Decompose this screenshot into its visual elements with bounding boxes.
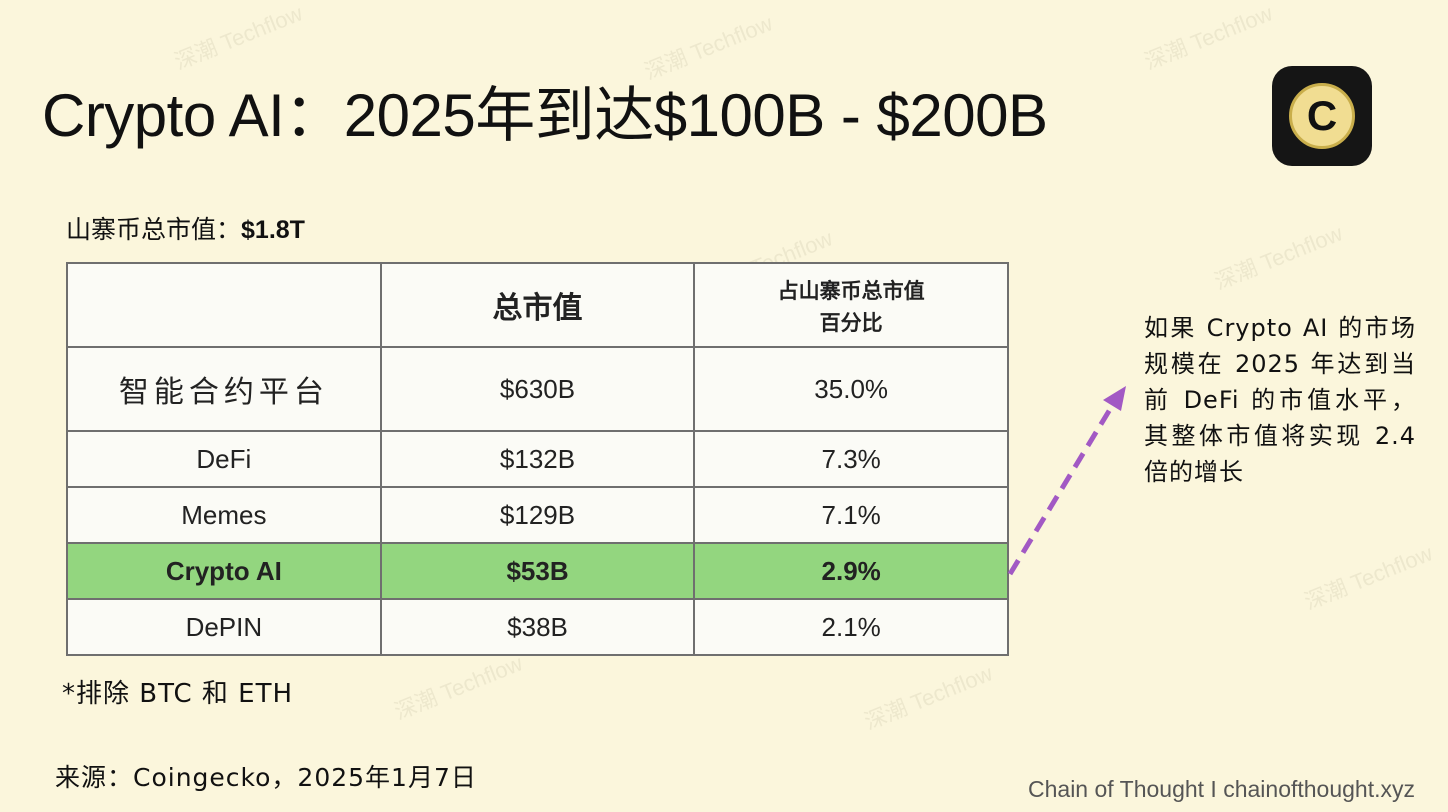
callout-text: 如果 Crypto AI 的市场规模在 2025 年达到当前 DeFi 的市值水… (1144, 314, 1416, 486)
row-market-cap: $53B (379, 542, 696, 600)
watermark: 深潮 Techflow (1140, 0, 1277, 75)
watermark: 深潮 Techflow (390, 650, 527, 725)
row-market-cap: $132B (379, 430, 696, 488)
watermark: 深潮 Techflow (1300, 540, 1437, 615)
row-share: 7.1% (693, 486, 1009, 544)
row-market-cap: $38B (379, 598, 696, 656)
coin-icon: C (1289, 83, 1355, 149)
table-row: Memes $129B 7.1% (66, 486, 1009, 544)
table-header-row: 总市值 占山寨币总市值 百分比 (66, 262, 1009, 348)
total-value: $1.8T (241, 216, 305, 244)
page-title: Crypto AI：2025年到达$100B - $200B (42, 82, 1048, 149)
table-row: 智能合约平台 $630B 35.0% (66, 346, 1009, 432)
row-share: 2.1% (693, 598, 1009, 656)
header-category (66, 262, 382, 348)
row-market-cap: $129B (379, 486, 696, 544)
watermark: 深潮 Techflow (640, 10, 777, 85)
header-market-cap: 总市值 (379, 262, 696, 348)
footer-credit: Chain of Thought I chainofthought.xyz (1028, 776, 1416, 802)
row-category: DePIN (66, 598, 382, 656)
row-category: Memes (66, 486, 382, 544)
total-label: 山寨币总市值： (66, 215, 242, 244)
header-share: 占山寨币总市值 百分比 (693, 262, 1009, 348)
arrow-head (1103, 386, 1126, 411)
chain-of-thought-logo: C (1272, 66, 1372, 166)
market-cap-table: 总市值 占山寨币总市值 百分比 智能合约平台 $630B 35.0% DeFi … (66, 262, 1009, 656)
arrow-shaft (1007, 404, 1115, 576)
watermark: 深潮 Techflow (170, 0, 307, 75)
table-row-highlighted: Crypto AI $53B 2.9% (66, 542, 1009, 600)
row-category: Crypto AI (66, 542, 382, 600)
row-category: 智能合约平台 (66, 346, 382, 432)
source-line: 来源：Coingecko，2025年1月7日 (55, 763, 477, 792)
watermark: 深潮 Techflow (1210, 220, 1347, 295)
watermark: 深潮 Techflow (860, 660, 997, 735)
table-row: DeFi $132B 7.3% (66, 430, 1009, 488)
table-row: DePIN $38B 2.1% (66, 598, 1009, 656)
row-share: 35.0% (693, 346, 1009, 432)
row-share: 7.3% (693, 430, 1009, 488)
altcoin-total-market-cap: 山寨币总市值：$1.8T (66, 210, 305, 250)
row-market-cap: $630B (379, 346, 696, 432)
exclusion-note: *排除 BTC 和 ETH (62, 679, 294, 709)
row-share: 2.9% (693, 542, 1009, 600)
row-category: DeFi (66, 430, 382, 488)
